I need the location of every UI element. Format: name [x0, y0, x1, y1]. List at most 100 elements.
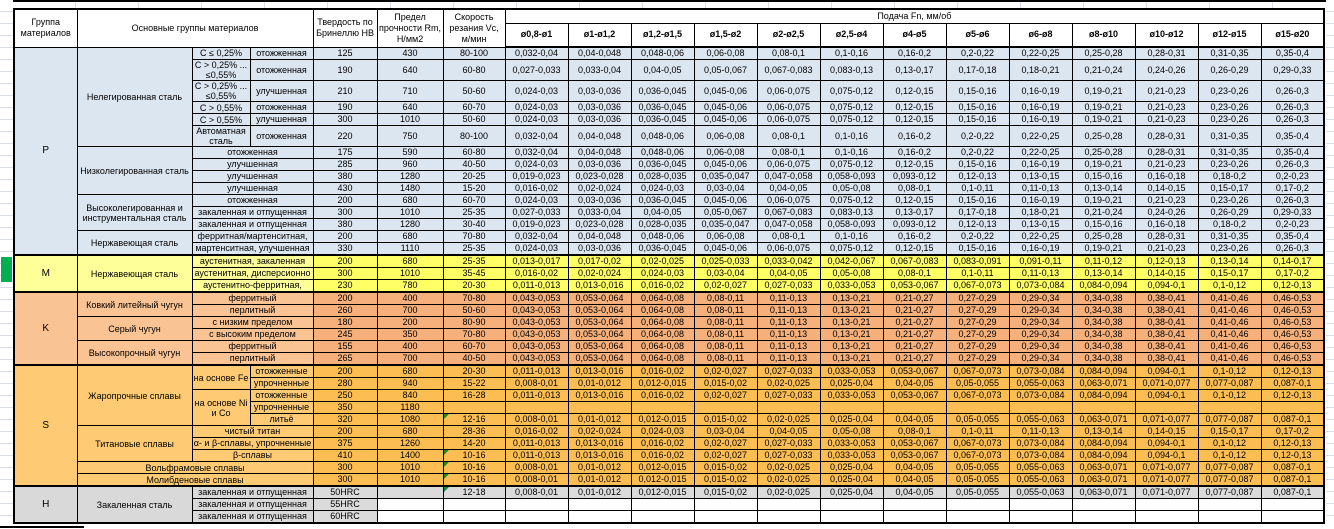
feed-cell[interactable]: 0,043-0,053: [504, 328, 569, 341]
feed-cell[interactable]: 0,02-0,025: [756, 485, 821, 499]
feed-cell[interactable]: 0,31-0,35: [1197, 230, 1262, 243]
feed-cell[interactable]: 0,1-0,12: [1197, 437, 1262, 450]
feed-diameter-header[interactable]: ø1,2-ø1,5: [630, 22, 695, 48]
feed-cell[interactable]: 0,13-0,17: [882, 59, 947, 81]
strength-cell[interactable]: 400: [376, 291, 444, 305]
feed-cell[interactable]: 0,015-0,02: [693, 377, 758, 390]
feed-cell[interactable]: 0,087-0,1: [1260, 461, 1325, 474]
heat-treatment-cell[interactable]: отожженные: [249, 364, 314, 378]
feed-cell[interactable]: [630, 401, 695, 414]
header-hardness[interactable]: Твердость по Бринеллю НВ: [312, 8, 378, 48]
feed-cell[interactable]: 0,093-0,12: [882, 170, 947, 183]
feed-cell[interactable]: 0,19-0,21: [1071, 80, 1136, 102]
feed-cell[interactable]: 0,21-0,23: [1134, 242, 1199, 256]
feed-cell[interactable]: 0,04-0,05: [882, 461, 947, 474]
feed-cell[interactable]: 0,012-0,015: [630, 473, 695, 487]
feed-cell[interactable]: 0,23-0,26: [1197, 242, 1262, 256]
cutting-speed-cell[interactable]: 16-28: [442, 389, 506, 402]
feed-cell[interactable]: 0,071-0,077: [1134, 461, 1199, 474]
feed-cell[interactable]: 0,019-0,023: [504, 218, 569, 231]
heat-treatment-cell[interactable]: чистый титан: [191, 425, 314, 438]
hardness-cell[interactable]: 300: [312, 267, 378, 280]
feed-cell[interactable]: 0,13-0,21: [819, 316, 884, 329]
feed-cell[interactable]: 0,41-0,46: [1197, 316, 1262, 329]
feed-cell[interactable]: 0,15-0,17: [1197, 425, 1262, 438]
feed-cell[interactable]: 0,29-0,33: [1260, 59, 1325, 81]
feed-cell[interactable]: 0,21-0,23: [1134, 158, 1199, 171]
feed-cell[interactable]: 0,013-0,017: [504, 254, 569, 268]
feed-cell[interactable]: 0,042-0,067: [819, 254, 884, 268]
feed-cell[interactable]: 0,08-0,1: [882, 425, 947, 438]
strength-cell[interactable]: 1110: [376, 242, 444, 256]
feed-cell[interactable]: 0,13-0,15: [1008, 170, 1073, 183]
material-family-cell[interactable]: Титановые сплавы: [76, 425, 193, 462]
cutting-speed-cell[interactable]: 10-16: [442, 473, 506, 487]
feed-cell[interactable]: 0,045-0,06: [693, 101, 758, 114]
feed-cell[interactable]: 0,35-0,4: [1260, 125, 1325, 147]
feed-cell[interactable]: 0,087-0,1: [1260, 377, 1325, 390]
feed-cell[interactable]: 0,29-0,34: [1008, 304, 1073, 317]
feed-cell[interactable]: 0,055-0,063: [1008, 377, 1073, 390]
feed-cell[interactable]: 0,1-0,16: [819, 46, 884, 60]
feed-cell[interactable]: 0,084-0,094: [1071, 449, 1136, 462]
feed-cell[interactable]: 0,04-0,05: [882, 485, 947, 499]
feed-cell[interactable]: 0,1-0,16: [819, 146, 884, 159]
feed-cell[interactable]: 0,12-0,13: [1260, 279, 1325, 293]
feed-cell[interactable]: 0,015-0,02: [693, 413, 758, 426]
feed-cell[interactable]: 0,073-0,084: [1008, 279, 1073, 293]
feed-cell[interactable]: 0,11-0,13: [1008, 267, 1073, 280]
feed-cell[interactable]: 0,091-0,11: [1008, 254, 1073, 268]
heat-treatment-cell[interactable]: упрочненные: [249, 401, 314, 414]
feed-cell[interactable]: 0,06-0,08: [693, 146, 758, 159]
feed-cell[interactable]: 0,048-0,06: [630, 146, 695, 159]
feed-cell[interactable]: 0,21-0,23: [1134, 101, 1199, 114]
strength-cell[interactable]: 200: [376, 316, 444, 329]
cutting-speed-cell[interactable]: 60-80: [442, 146, 506, 159]
heat-treatment-cell[interactable]: отожженная: [191, 146, 314, 159]
feed-cell[interactable]: 0,19-0,21: [1071, 242, 1136, 256]
feed-cell[interactable]: 0,26-0,29: [1197, 206, 1262, 219]
feed-diameter-header[interactable]: ø5-ø6: [945, 22, 1010, 48]
feed-cell[interactable]: 0,24-0,26: [1134, 206, 1199, 219]
strength-cell[interactable]: 1080: [376, 413, 444, 426]
hardness-cell[interactable]: 285: [312, 158, 378, 171]
feed-cell[interactable]: 0,075-0,12: [819, 101, 884, 114]
feed-cell[interactable]: 0,027-0,033: [504, 59, 569, 81]
feed-cell[interactable]: 0,16-0,19: [1008, 242, 1073, 256]
material-subtype-cell[interactable]: на основе Fe: [191, 364, 251, 390]
feed-cell[interactable]: 0,024-0,03: [630, 425, 695, 438]
feed-cell[interactable]: 0,03-0,04: [693, 425, 758, 438]
feed-cell[interactable]: 0,12-0,15: [882, 158, 947, 171]
feed-cell[interactable]: 0,26-0,29: [1197, 59, 1262, 81]
feed-cell[interactable]: 0,04-0,05: [630, 206, 695, 219]
hardness-cell[interactable]: 200: [312, 230, 378, 243]
feed-cell[interactable]: 0,013-0,016: [567, 449, 632, 462]
feed-cell[interactable]: 0,08-0,1: [756, 125, 821, 147]
feed-cell[interactable]: 0,012-0,015: [630, 377, 695, 390]
material-subtype-cell[interactable]: C > 0,55%: [191, 101, 251, 114]
feed-cell[interactable]: 0,033-0,053: [819, 389, 884, 402]
feed-cell[interactable]: 0,02-0,027: [693, 279, 758, 293]
heat-treatment-cell[interactable]: аустенитная, закаленная: [191, 254, 314, 268]
feed-cell[interactable]: 0,1-0,11: [945, 267, 1010, 280]
feed-cell[interactable]: 0,064-0,08: [630, 291, 695, 305]
feed-cell[interactable]: [1260, 510, 1325, 524]
cutting-speed-cell[interactable]: 25-35: [442, 242, 506, 256]
feed-cell[interactable]: 0,12-0,15: [882, 101, 947, 114]
feed-cell[interactable]: 0,053-0,064: [567, 328, 632, 341]
feed-cell[interactable]: 0,043-0,053: [504, 352, 569, 366]
feed-cell[interactable]: 0,053-0,067: [882, 364, 947, 378]
hardness-cell[interactable]: 60HRC: [312, 510, 378, 524]
material-subtype-cell[interactable]: C > 0,55%: [191, 113, 251, 126]
feed-cell[interactable]: 0,067-0,083: [756, 59, 821, 81]
feed-cell[interactable]: 0,29-0,34: [1008, 291, 1073, 305]
feed-cell[interactable]: 0,011-0,013: [504, 389, 569, 402]
feed-cell[interactable]: 0,06-0,08: [693, 46, 758, 60]
feed-cell[interactable]: 0,21-0,27: [882, 304, 947, 317]
feed-cell[interactable]: 0,29-0,33: [1260, 206, 1325, 219]
feed-cell[interactable]: 0,073-0,084: [1008, 449, 1073, 462]
feed-cell[interactable]: [945, 510, 1010, 524]
feed-cell[interactable]: 0,04-0,05: [756, 182, 821, 195]
feed-cell[interactable]: 0,21-0,27: [882, 340, 947, 353]
feed-cell[interactable]: 0,08-0,1: [882, 182, 947, 195]
